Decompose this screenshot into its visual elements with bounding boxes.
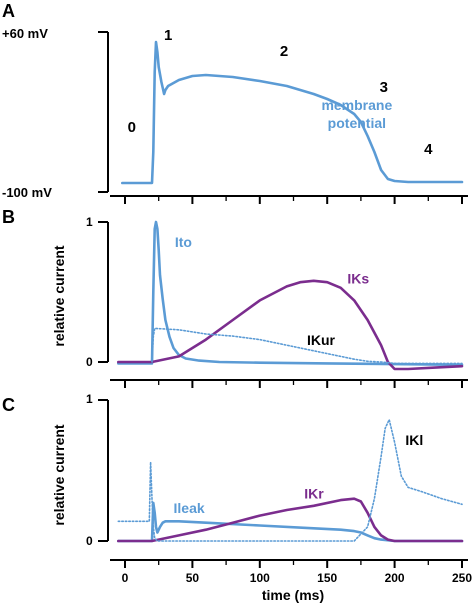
series-label-ikl: IKl	[405, 432, 423, 448]
series-line-ikl	[117, 418, 463, 542]
series-label-ikr: IKr	[304, 486, 324, 502]
x-tick-label: 100	[250, 571, 270, 585]
series-label-ito: Ito	[175, 234, 192, 250]
panel-b-ytick-1: 1	[86, 215, 93, 229]
panel-label-a: A	[2, 1, 15, 21]
panel-a-ytop-label: +60 mV	[2, 26, 48, 41]
panel-c-ytick-0: 0	[86, 534, 93, 548]
labels-layer: membrane potential 0 1 2 3 4 Ito IKs IKur Ileak IKr…	[122, 27, 473, 585]
series-layer	[117, 40, 464, 543]
phase-label: 0	[128, 119, 136, 136]
series-line-ito	[117, 220, 464, 367]
x-tick-label: 150	[317, 571, 337, 585]
panel-c-ylabel: relative current	[51, 424, 67, 525]
series-label-line: membrane	[321, 97, 392, 113]
phase-label: 1	[164, 27, 172, 44]
panel-label-b: B	[2, 207, 15, 227]
panel-label-c: C	[2, 395, 15, 415]
axes-layer	[98, 31, 468, 568]
series-label-line: potential	[328, 115, 386, 131]
x-tick-label: 50	[186, 571, 200, 585]
series-line-iks	[117, 279, 464, 371]
panel-b-ytick-0: 0	[86, 355, 93, 369]
x-tick-label: 0	[122, 571, 129, 585]
series-line-ikur	[151, 327, 463, 365]
panel-c-ytick-1: 1	[86, 392, 93, 406]
panel-a-ybottom-label: -100 mV	[2, 185, 52, 200]
phase-label: 4	[424, 141, 433, 158]
series-line-membrane-potential	[121, 40, 464, 185]
phase-label: 2	[280, 43, 288, 60]
series-line-ileak	[117, 501, 464, 543]
x-tick-label: 250	[452, 571, 472, 585]
panel-b-ylabel: relative current	[51, 245, 67, 346]
series-label-ikur: IKur	[307, 332, 336, 348]
series-line-ikr	[117, 497, 464, 543]
phase-label: 3	[380, 79, 388, 96]
series-label-ileak: Ileak	[174, 500, 205, 516]
x-tick-label: 200	[385, 571, 405, 585]
series-label-iks: IKs	[347, 271, 369, 287]
x-axis-title: time (ms)	[262, 587, 324, 603]
